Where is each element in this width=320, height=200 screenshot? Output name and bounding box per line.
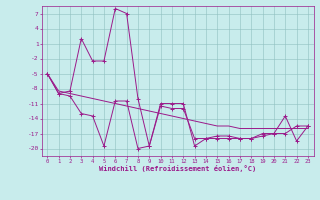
X-axis label: Windchill (Refroidissement éolien,°C): Windchill (Refroidissement éolien,°C) [99,165,256,172]
